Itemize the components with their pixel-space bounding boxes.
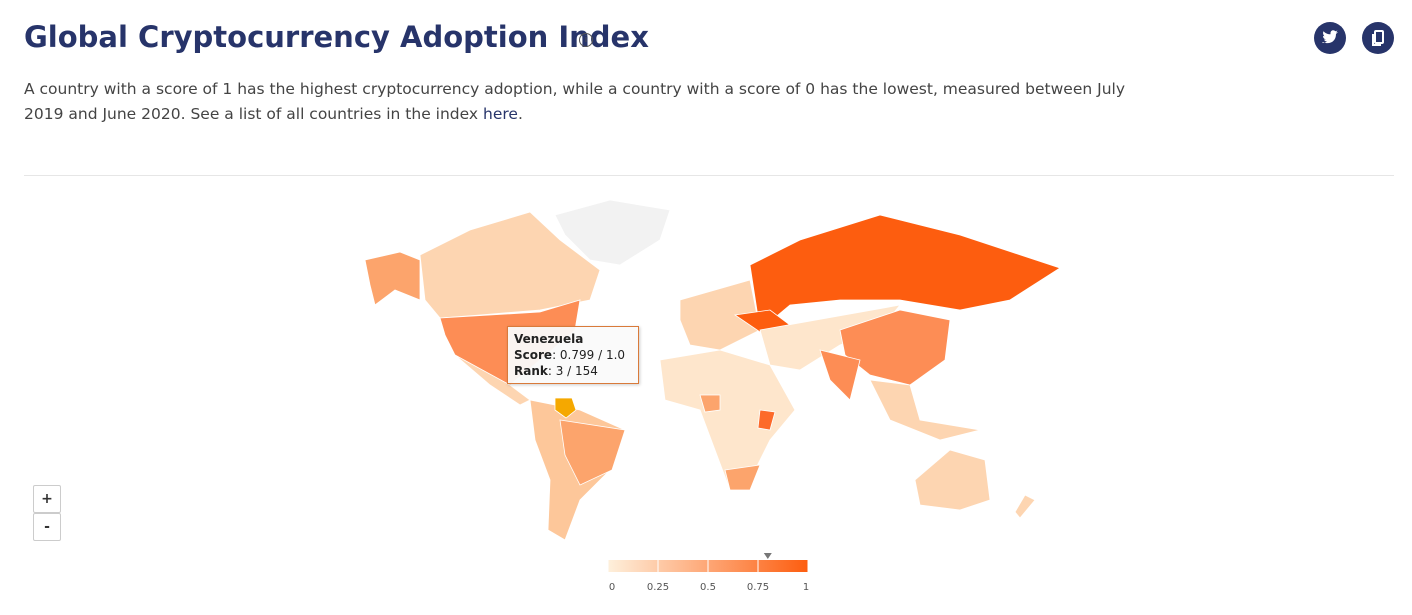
divider bbox=[24, 175, 1394, 176]
southeast-asia[interactable] bbox=[869, 379, 981, 441]
kenya[interactable] bbox=[757, 409, 776, 431]
tooltip-score: : 0.799 / 1.0 bbox=[552, 348, 626, 362]
india[interactable] bbox=[819, 349, 861, 401]
new-zealand[interactable] bbox=[1014, 494, 1036, 519]
tooltip-rank-label: Rank bbox=[514, 364, 548, 378]
title: Global Cryptocurrency Adoption Index bbox=[24, 20, 649, 54]
mexico[interactable] bbox=[454, 354, 531, 406]
twitter-icon bbox=[1322, 30, 1338, 44]
zoom-out[interactable]: - bbox=[33, 513, 61, 541]
tooltip: Venezuela Score: 0.799 / 1.0 Rank: 3 / 1… bbox=[507, 326, 639, 384]
legend-tick-label: 0.5 bbox=[700, 582, 716, 593]
description-text: A country with a score of 1 has the high… bbox=[24, 80, 1125, 123]
copy-icon bbox=[1372, 30, 1384, 46]
south-africa[interactable] bbox=[724, 464, 761, 491]
zoom-in[interactable]: + bbox=[33, 485, 61, 513]
tooltip-country: Venezuela bbox=[514, 332, 584, 346]
twitter-button[interactable] bbox=[1314, 22, 1346, 54]
russia[interactable] bbox=[749, 214, 1061, 331]
link[interactable]: here bbox=[483, 105, 518, 123]
copy-button[interactable] bbox=[1362, 22, 1394, 54]
description-end: . bbox=[517, 105, 523, 123]
tooltip-rank: : 3 / 154 bbox=[547, 364, 598, 378]
greenland[interactable] bbox=[554, 199, 671, 266]
alaska[interactable] bbox=[364, 251, 421, 306]
legend-tick-label: 0 bbox=[609, 582, 615, 593]
legend-tick-label: 0.25 bbox=[647, 582, 669, 593]
nigeria[interactable] bbox=[699, 394, 721, 413]
legend-tick-label: 1 bbox=[803, 582, 809, 593]
tooltip-score-label: Score bbox=[514, 348, 553, 362]
legend-marker bbox=[763, 553, 772, 559]
info-icon[interactable]: i bbox=[579, 33, 593, 47]
australia[interactable] bbox=[914, 449, 991, 511]
venezuela[interactable] bbox=[554, 397, 577, 419]
africa[interactable] bbox=[659, 349, 796, 491]
description: A country with a score of 1 has the high… bbox=[24, 77, 1164, 127]
brazil[interactable] bbox=[559, 419, 626, 486]
canada[interactable] bbox=[419, 211, 601, 319]
legend-tick-label: 0.75 bbox=[747, 582, 769, 593]
